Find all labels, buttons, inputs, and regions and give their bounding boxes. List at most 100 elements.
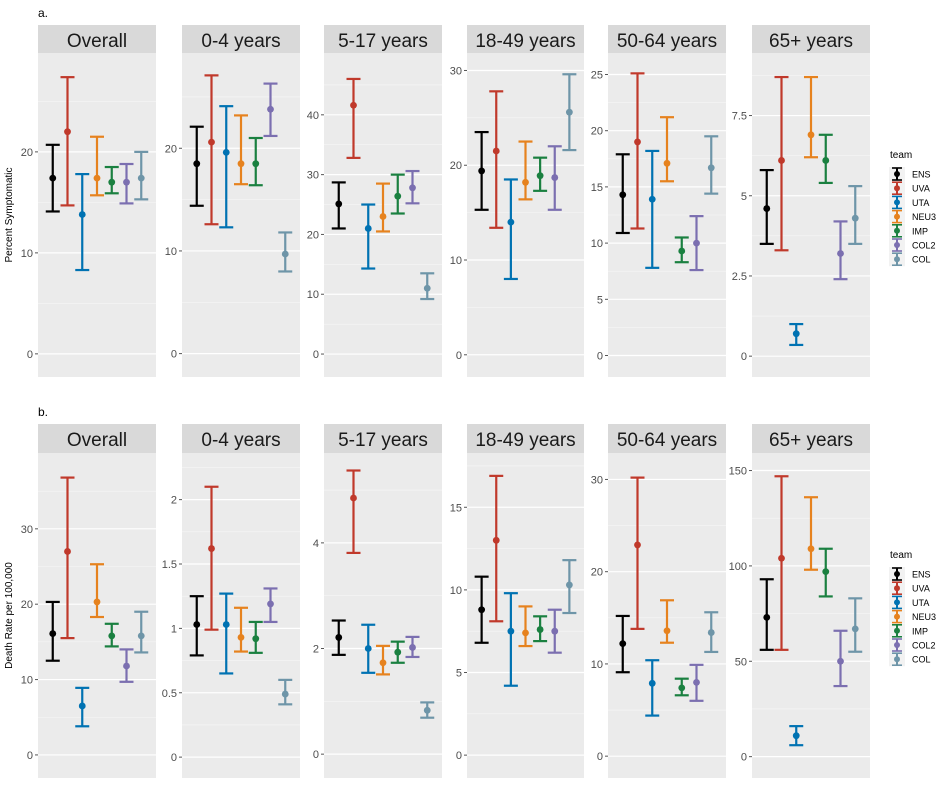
facet-panel: 5-17 years 0 2 4	[313, 424, 442, 778]
errorbar-col	[420, 272, 435, 301]
errorbar-col	[704, 135, 719, 195]
data-point	[193, 160, 201, 168]
data-point	[693, 678, 700, 686]
data-point	[507, 627, 515, 635]
data-point	[707, 629, 715, 636]
y-tick-label: 5	[741, 191, 747, 203]
data-point	[108, 632, 116, 640]
data-point	[252, 160, 260, 168]
data-point	[522, 178, 529, 186]
y-tick-label: 2	[171, 495, 177, 507]
y-tick-label: 4	[313, 538, 319, 550]
legend-item: NEU3	[889, 209, 936, 224]
legend-item: ENS	[889, 567, 931, 581]
y-tick-label: 15	[591, 182, 603, 194]
data-point	[64, 548, 71, 555]
legend-item: ENS	[889, 167, 931, 181]
data-point	[137, 632, 145, 640]
errorbar-imp	[818, 133, 833, 185]
errorbar-imp	[248, 620, 263, 654]
data-point	[851, 214, 859, 222]
data-point	[619, 640, 627, 648]
y-tick-label: 40	[307, 110, 319, 122]
legend-key-point	[894, 185, 900, 192]
legend-key-point	[894, 227, 900, 234]
y-tick-label: 5	[456, 668, 462, 680]
y-tick-label: 100	[729, 561, 747, 573]
errorbar-col	[420, 701, 435, 719]
errorbar-uta	[503, 592, 518, 687]
y-tick-label: 0	[313, 749, 319, 761]
errorbar-ens	[759, 168, 774, 245]
legend-key-point	[894, 613, 900, 620]
data-point	[281, 690, 289, 698]
errorbar-uva	[60, 76, 75, 207]
y-tick-label: 0	[27, 750, 33, 762]
errorbar-col2	[263, 587, 278, 624]
errorbar-imp	[104, 622, 119, 648]
data-point	[822, 568, 830, 576]
y-tick-label: 0	[741, 351, 747, 363]
errorbar-ens	[615, 153, 630, 235]
y-tick-label: 20	[591, 126, 603, 138]
legend-key-point	[894, 199, 900, 206]
errorbar-uva	[60, 476, 75, 640]
errorbar-uva	[489, 90, 504, 229]
facet-strip	[38, 424, 156, 453]
facet-title: 50-64 years	[617, 430, 717, 451]
facet-title: 5-17 years	[338, 31, 428, 52]
errorbar-uva	[630, 476, 645, 630]
legend-label: IMP	[912, 226, 928, 236]
legend-title: team	[890, 150, 912, 161]
data-point	[237, 160, 245, 168]
facet-panel: 0-4 years 0 10 20	[165, 25, 300, 377]
legend-key-point	[894, 585, 900, 592]
facet-panel: 50-64 years 0 10 20 30	[591, 424, 726, 778]
y-tick-label: 0	[456, 350, 462, 362]
data-point	[807, 545, 815, 553]
y-tick-label: 1	[171, 623, 177, 635]
errorbar-imp	[390, 640, 405, 664]
facet-title: 18-49 years	[475, 430, 575, 451]
errorbar-uva	[774, 475, 789, 651]
errorbar-col2	[405, 635, 420, 659]
data-point	[281, 250, 289, 258]
y-tick-label: 150	[729, 466, 747, 478]
data-point	[478, 167, 486, 175]
legend-item: UVA	[889, 181, 930, 196]
y-tick-label: 30	[21, 524, 33, 536]
legend-item: COL2	[889, 638, 936, 652]
facet-title: 50-64 years	[617, 31, 717, 52]
errorbar-ens	[474, 575, 489, 644]
legend-key-point	[894, 242, 900, 248]
errorbar-uta	[361, 203, 376, 270]
y-tick-label: 30	[307, 170, 319, 182]
errorbar-col2	[689, 663, 704, 702]
legend-key-point	[894, 213, 900, 220]
data-point	[565, 108, 573, 116]
errorbar-imp	[818, 547, 833, 598]
chart-row-b: b.Death Rate per 100,000Overall01020300-…	[4, 405, 936, 778]
facet-title: 18-49 years	[475, 31, 575, 52]
legend-item: UTA	[889, 595, 929, 610]
facet-title: Overall	[67, 31, 127, 52]
data-point	[123, 178, 130, 186]
facet-strip	[182, 424, 300, 453]
errorbar-neu3	[518, 605, 533, 648]
data-point	[222, 148, 230, 156]
data-point	[478, 606, 486, 614]
errorbar-col	[848, 185, 863, 245]
data-point	[551, 627, 559, 635]
y-tick-label: 30	[450, 65, 462, 77]
y-tick-label: 10	[165, 246, 177, 258]
facet-panel: Overall 0 10 20 30	[21, 424, 156, 778]
errorbar-uva	[204, 74, 219, 226]
y-tick-label: 1.5	[162, 559, 177, 571]
errorbar-uta	[219, 592, 234, 675]
data-point	[335, 200, 343, 208]
data-point	[551, 174, 559, 181]
errorbar-uva	[346, 469, 361, 555]
y-tick-label: 20	[450, 160, 462, 172]
